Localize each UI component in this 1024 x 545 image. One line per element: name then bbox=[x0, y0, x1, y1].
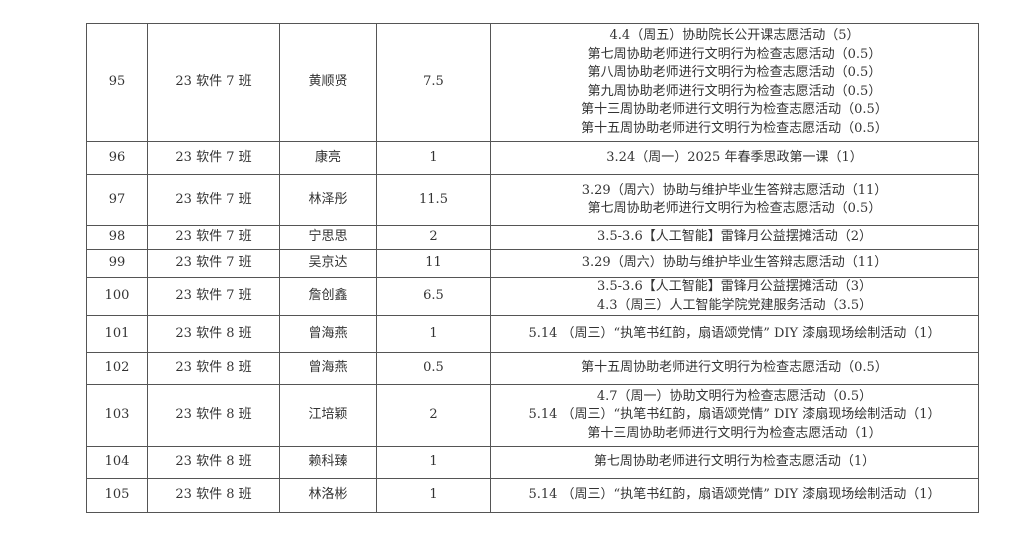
activity-line: 第七周协助老师进行文明行为检查志愿活动（0.5） bbox=[587, 201, 882, 216]
activities-cell: 3.5-3.6【人工智能】雷锋月公益摆摊活动（2） bbox=[490, 225, 979, 250]
activity-line: 第七周协助老师进行文明行为检查志愿活动（1） bbox=[593, 454, 876, 470]
row-number: 98 bbox=[86, 225, 148, 250]
activity-line: 4.7（周一）协助文明行为检查志愿活动（0.5） bbox=[596, 388, 873, 404]
table-row: 97 23 软件 7 班林泽彤 11.5 3.29（周六）协助与维护毕业生答辩志愿活动… bbox=[86, 174, 979, 226]
table-row: 105 23 软件 8 班林洛彬 1 5.14 （周三）“执笔书红韵，扇语颂党情” D… bbox=[86, 478, 979, 513]
student-name: 赖科臻 bbox=[279, 446, 377, 479]
activity-line: 第十三周协助老师进行文明行为检查志愿活动（0.5） bbox=[581, 102, 888, 117]
student-name: 江培颖 bbox=[279, 384, 377, 447]
hours-cell: 1 bbox=[376, 446, 491, 479]
activity-line: 3.5-3.6【人工智能】雷锋月公益摆摊活动（3） bbox=[596, 279, 872, 294]
table-row: 101 23 软件 8 班曾海燕 1 5.14 （周三）“执笔书红韵，扇语颂党情” D… bbox=[86, 315, 979, 353]
activity-line: 第七周协助老师进行文明行为检查志愿活动（0.5） bbox=[587, 46, 882, 62]
student-name: 曾海燕 bbox=[279, 352, 377, 385]
row-number: 97 bbox=[86, 174, 148, 226]
hours-cell: 1 bbox=[376, 478, 491, 513]
activities-cell: 3.29（周六）协助与维护毕业生答辩志愿活动（11） bbox=[490, 249, 979, 278]
class-cell: 23 软件 8 班 bbox=[147, 478, 280, 513]
row-number: 100 bbox=[86, 277, 148, 316]
activity-line: 4.4（周五）协助院长公开课志愿活动（5） bbox=[609, 28, 860, 43]
hours-cell: 11.5 bbox=[376, 174, 491, 226]
activity-line: 第十五周协助老师进行文明行为检查志愿活动（0.5） bbox=[581, 360, 888, 376]
hours-cell: 7.5 bbox=[376, 23, 491, 142]
hours-cell: 11 bbox=[376, 249, 491, 278]
table-row: 103 23 软件 8 班江培颖 2 4.7（周一）协助文明行为检查志愿活动（0.5）… bbox=[86, 384, 979, 447]
table-row: 104 23 软件 8 班赖科臻 1 第七周协助老师进行文明行为检查志愿活动（1） bbox=[86, 446, 979, 479]
table-row: 99 23 软件 7 班吴京达 11 3.29（周六）协助与维护毕业生答辩志愿活动（1… bbox=[86, 249, 979, 278]
activity-line: 3.29（周六）协助与维护毕业生答辩志愿活动（11） bbox=[581, 182, 888, 198]
student-name: 康亮 bbox=[279, 141, 377, 175]
class-cell: 23 软件 8 班 bbox=[147, 446, 280, 479]
class-cell: 23 软件 7 班 bbox=[147, 23, 280, 142]
activities-cell: 4.7（周一）协助文明行为检查志愿活动（0.5） 5.14 （周三）“执笔书红韵，… bbox=[490, 384, 979, 447]
activity-line: 第十五周协助老师进行文明行为检查志愿活动（0.5） bbox=[581, 120, 888, 136]
row-number: 99 bbox=[86, 249, 148, 278]
activities-cell: 第十五周协助老师进行文明行为检查志愿活动（0.5） bbox=[490, 352, 979, 385]
class-cell: 23 软件 7 班 bbox=[147, 174, 280, 226]
row-number: 103 bbox=[86, 384, 148, 447]
table-row: 95 23 软件 7 班黄顺贤 7.5 4.4（周五）协助院长公开课志愿活动（5） 第七… bbox=[86, 23, 979, 142]
table-row: 96 23 软件 7 班康亮 1 3.24（周一）2025 年春季思政第一课（1） bbox=[86, 141, 979, 175]
hours-cell: 1 bbox=[376, 141, 491, 175]
student-name: 吴京达 bbox=[279, 249, 377, 278]
activity-line: 第十三周协助老师进行文明行为检查志愿活动（1） bbox=[587, 425, 882, 441]
hours-cell: 6.5 bbox=[376, 277, 491, 316]
activity-line: 5.14 （周三）“执笔书红韵，扇语颂党情” DIY 漆扇现场绘制活动（1） bbox=[528, 407, 941, 423]
table-row: 98 23 软件 7 班宁思思 2 3.5-3.6【人工智能】雷锋月公益摆摊活动（2） bbox=[86, 225, 979, 250]
activity-line: 第八周协助老师进行文明行为检查志愿活动（0.5） bbox=[587, 65, 882, 80]
table-row: 102 23 软件 8 班曾海燕 0.5 第十五周协助老师进行文明行为检查志愿活动（0… bbox=[86, 352, 979, 385]
hours-cell: 0.5 bbox=[376, 352, 491, 385]
class-cell: 23 软件 7 班 bbox=[147, 225, 280, 250]
activities-cell: 5.14 （周三）“执笔书红韵，扇语颂党情” DIY 漆扇现场绘制活动（1） bbox=[490, 315, 979, 353]
row-number: 101 bbox=[86, 315, 148, 353]
activity-line: 3.24（周一）2025 年春季思政第一课（1） bbox=[606, 149, 863, 165]
class-cell: 23 软件 7 班 bbox=[147, 141, 280, 175]
activity-line: 第九周协助老师进行文明行为检查志愿活动（0.5） bbox=[587, 83, 882, 99]
row-number: 105 bbox=[86, 478, 148, 513]
table-row: 100 23 软件 7 班詹创鑫 6.5 3.5-3.6【人工智能】雷锋月公益摆摊活动… bbox=[86, 277, 979, 316]
activities-cell: 3.29（周六）协助与维护毕业生答辩志愿活动（11） 第七周协助老师进行文明行为检… bbox=[490, 174, 979, 226]
student-name: 宁思思 bbox=[279, 225, 377, 250]
activities-cell: 3.5-3.6【人工智能】雷锋月公益摆摊活动（3） 4.3（周三）人工智能学院党建… bbox=[490, 277, 979, 316]
activity-line: 5.14 （周三）“执笔书红韵，扇语颂党情” DIY 漆扇现场绘制活动（1） bbox=[528, 325, 941, 341]
activities-cell: 5.14 （周三）“执笔书红韵，扇语颂党情” DIY 漆扇现场绘制活动（1） bbox=[490, 478, 979, 513]
row-number: 96 bbox=[86, 141, 148, 175]
activities-cell: 4.4（周五）协助院长公开课志愿活动（5） 第七周协助老师进行文明行为检查志愿活动… bbox=[490, 23, 979, 142]
class-cell: 23 软件 7 班 bbox=[147, 277, 280, 316]
row-number: 95 bbox=[86, 23, 148, 142]
student-name: 曾海燕 bbox=[279, 315, 377, 353]
hours-cell: 2 bbox=[376, 225, 491, 250]
activity-line: 3.5-3.6【人工智能】雷锋月公益摆摊活动（2） bbox=[596, 229, 872, 245]
activity-line: 4.3（周三）人工智能学院党建服务活动（3.5） bbox=[596, 297, 873, 313]
class-cell: 23 软件 7 班 bbox=[147, 249, 280, 278]
student-name: 林泽彤 bbox=[279, 174, 377, 226]
student-name: 黄顺贤 bbox=[279, 23, 377, 142]
class-cell: 23 软件 8 班 bbox=[147, 315, 280, 353]
activity-line: 3.29（周六）协助与维护毕业生答辩志愿活动（11） bbox=[581, 255, 888, 271]
row-number: 104 bbox=[86, 446, 148, 479]
student-name: 詹创鑫 bbox=[279, 277, 377, 316]
hours-cell: 1 bbox=[376, 315, 491, 353]
volunteer-hours-table: 95 23 软件 7 班黄顺贤 7.5 4.4（周五）协助院长公开课志愿活动（5） 第七… bbox=[86, 23, 979, 513]
hours-cell: 2 bbox=[376, 384, 491, 447]
row-number: 102 bbox=[86, 352, 148, 385]
activity-line: 5.14 （周三）“执笔书红韵，扇语颂党情” DIY 漆扇现场绘制活动（1） bbox=[528, 487, 941, 503]
activities-cell: 第七周协助老师进行文明行为检查志愿活动（1） bbox=[490, 446, 979, 479]
student-name: 林洛彬 bbox=[279, 478, 377, 513]
class-cell: 23 软件 8 班 bbox=[147, 352, 280, 385]
class-cell: 23 软件 8 班 bbox=[147, 384, 280, 447]
activities-cell: 3.24（周一）2025 年春季思政第一课（1） bbox=[490, 141, 979, 175]
